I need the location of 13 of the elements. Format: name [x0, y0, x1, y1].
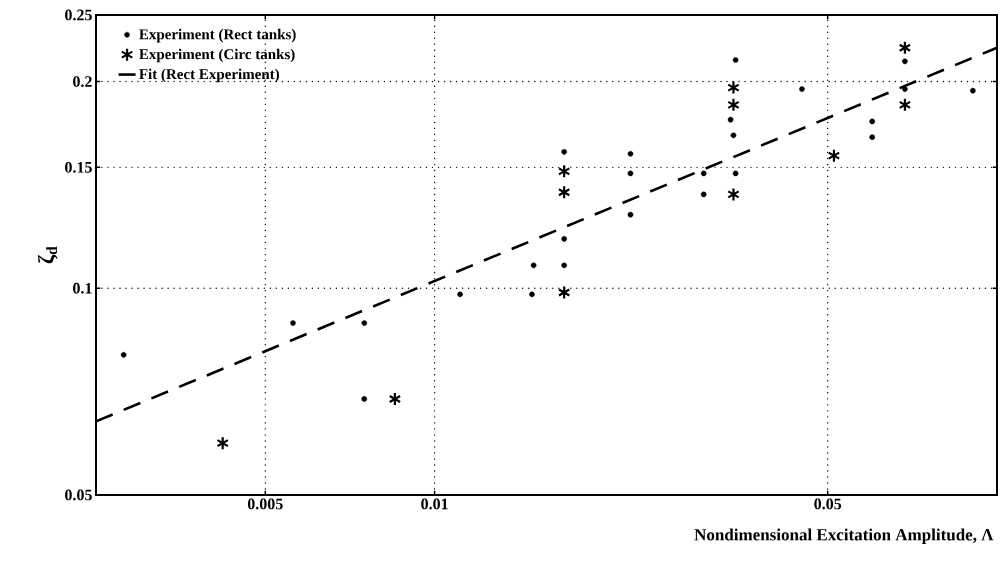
- y-axis-title: ζ$_{d}$: [37, 246, 58, 264]
- x-tick-label: 0.01: [421, 498, 448, 510]
- legend-label: Experiment (Rect tanks): [139, 28, 296, 43]
- y-tick-label: 0.2: [73, 76, 92, 87]
- legend-label: Fit (Rect Experiment): [139, 68, 279, 83]
- x-tick-label: 0.05: [814, 498, 842, 510]
- x-tick-label: 0.005: [247, 498, 283, 510]
- y-tick-label: 0.15: [65, 161, 92, 173]
- x-axis-title: Nondimensional Excitation Amplitude, Λ: [694, 528, 994, 544]
- legend-label: Experiment (Circ tanks): [139, 48, 295, 63]
- y-tick-label: 0.05: [65, 489, 92, 501]
- y-tick-label: 0.1: [73, 282, 92, 294]
- y-tick-label: 0.25: [65, 9, 92, 21]
